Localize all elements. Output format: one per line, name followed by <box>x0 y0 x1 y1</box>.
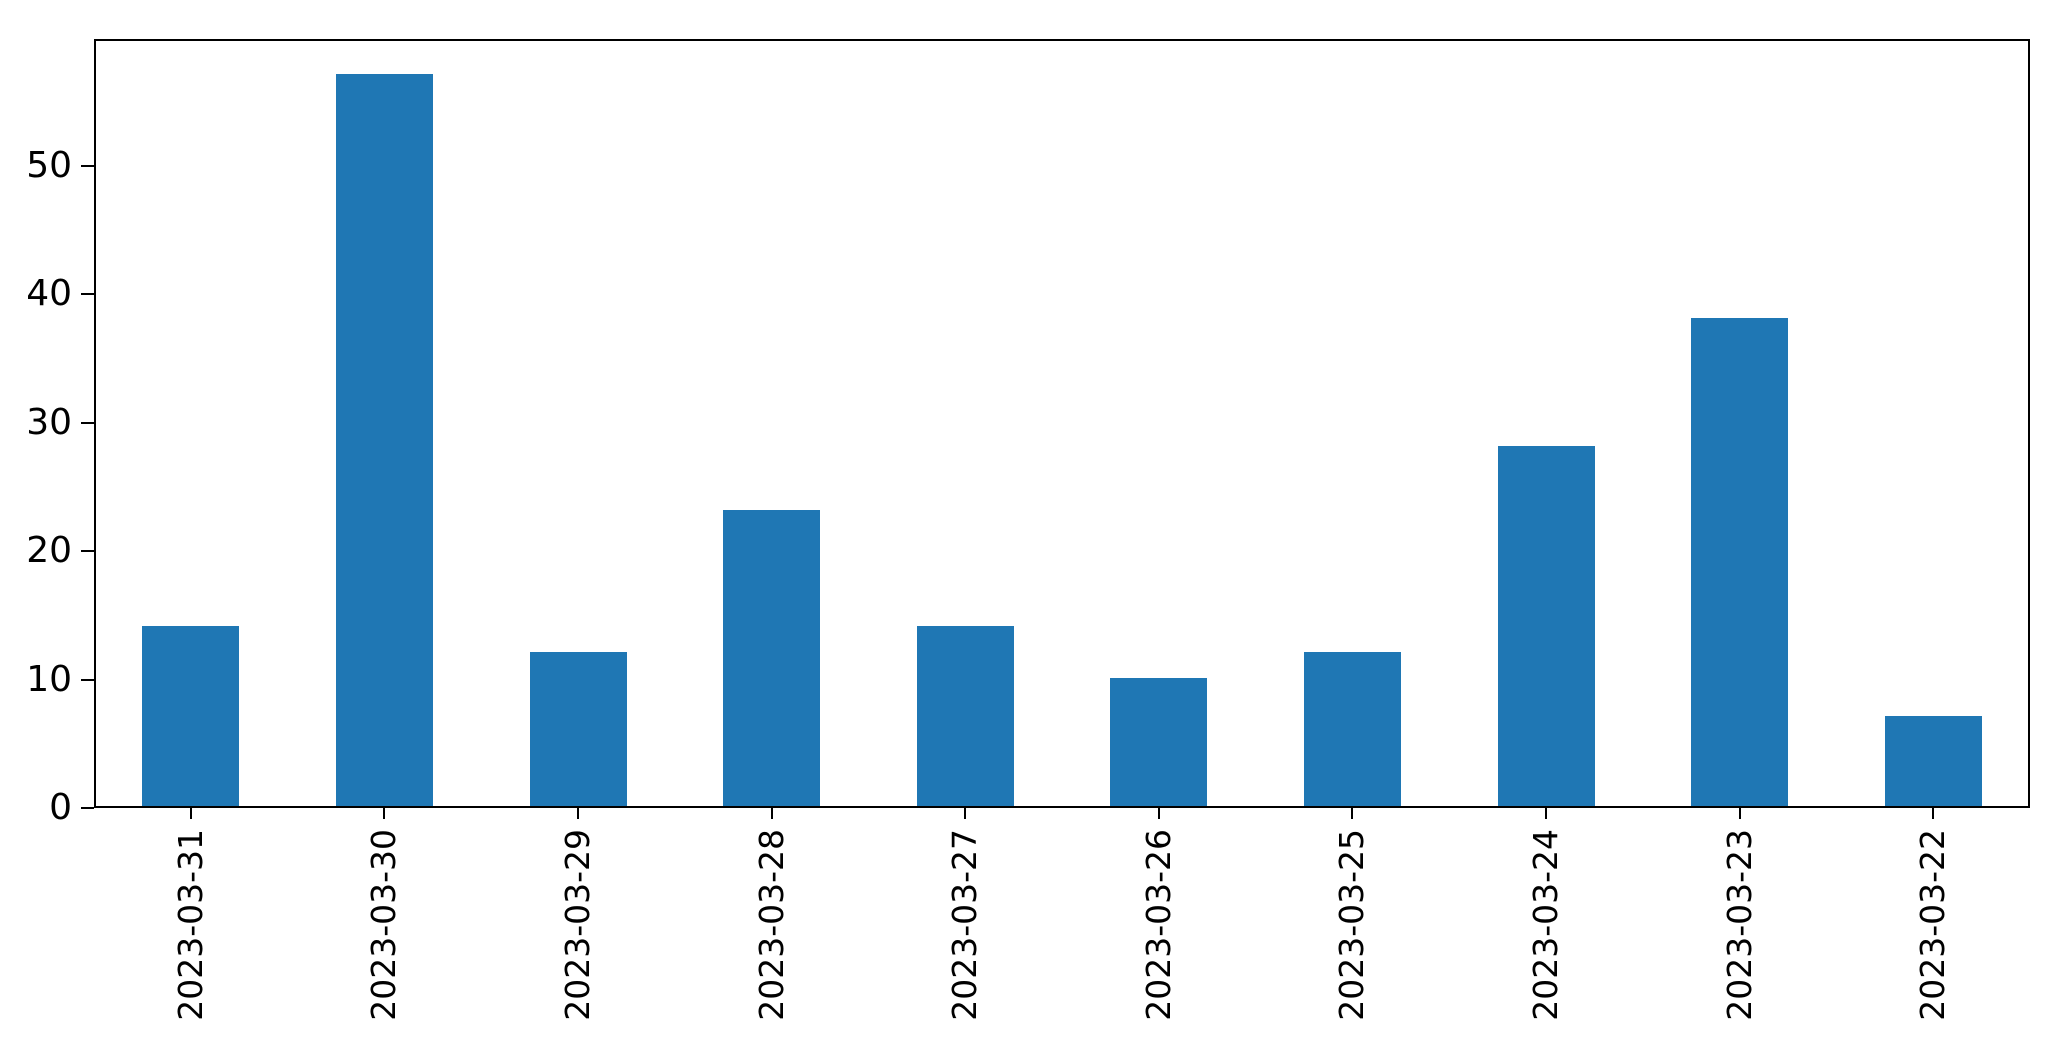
x-tick-label: 2023-03-22 <box>1913 829 1953 1021</box>
y-tick-mark <box>81 293 94 296</box>
x-tick-mark <box>1157 808 1160 819</box>
y-tick-mark <box>81 550 94 553</box>
x-tick-mark <box>189 808 192 819</box>
bar <box>529 652 627 806</box>
bar <box>916 626 1014 806</box>
bar <box>335 74 433 806</box>
y-tick-label: 50 <box>26 144 72 186</box>
x-tick-mark <box>1351 808 1354 819</box>
bar <box>1884 716 1982 806</box>
bar <box>1303 652 1401 806</box>
y-tick-mark <box>81 807 94 809</box>
x-tick-label: 2023-03-27 <box>945 829 985 1021</box>
plot-area <box>94 39 2030 808</box>
x-tick-label: 2023-03-29 <box>558 829 598 1021</box>
x-tick-mark <box>383 808 386 819</box>
y-tick-label: 30 <box>26 401 72 443</box>
y-tick-mark <box>81 421 94 424</box>
bar <box>142 626 240 806</box>
y-tick-label: 0 <box>49 787 72 828</box>
x-tick-label: 2023-03-23 <box>1719 829 1759 1021</box>
x-tick-label: 2023-03-28 <box>751 829 791 1021</box>
bar <box>1691 318 1789 806</box>
y-tick-mark <box>81 678 94 681</box>
x-tick-mark <box>1738 808 1741 819</box>
x-tick-label: 2023-03-30 <box>364 829 404 1021</box>
x-tick-mark <box>1932 808 1935 819</box>
bar <box>1110 678 1208 806</box>
y-tick-mark <box>81 164 94 167</box>
bar <box>723 510 821 806</box>
x-tick-mark <box>964 808 967 819</box>
y-tick-label: 20 <box>26 530 72 572</box>
y-tick-label: 10 <box>26 658 72 700</box>
x-tick-mark <box>577 808 579 819</box>
y-tick-label: 40 <box>26 273 72 315</box>
x-tick-label: 2023-03-31 <box>170 829 210 1021</box>
bar <box>1497 446 1595 806</box>
x-tick-label: 2023-03-26 <box>1138 829 1178 1021</box>
x-tick-mark <box>770 808 773 819</box>
x-tick-label: 2023-03-24 <box>1526 829 1566 1021</box>
x-tick-label: 2023-03-25 <box>1332 829 1372 1021</box>
x-tick-mark <box>1545 808 1547 819</box>
